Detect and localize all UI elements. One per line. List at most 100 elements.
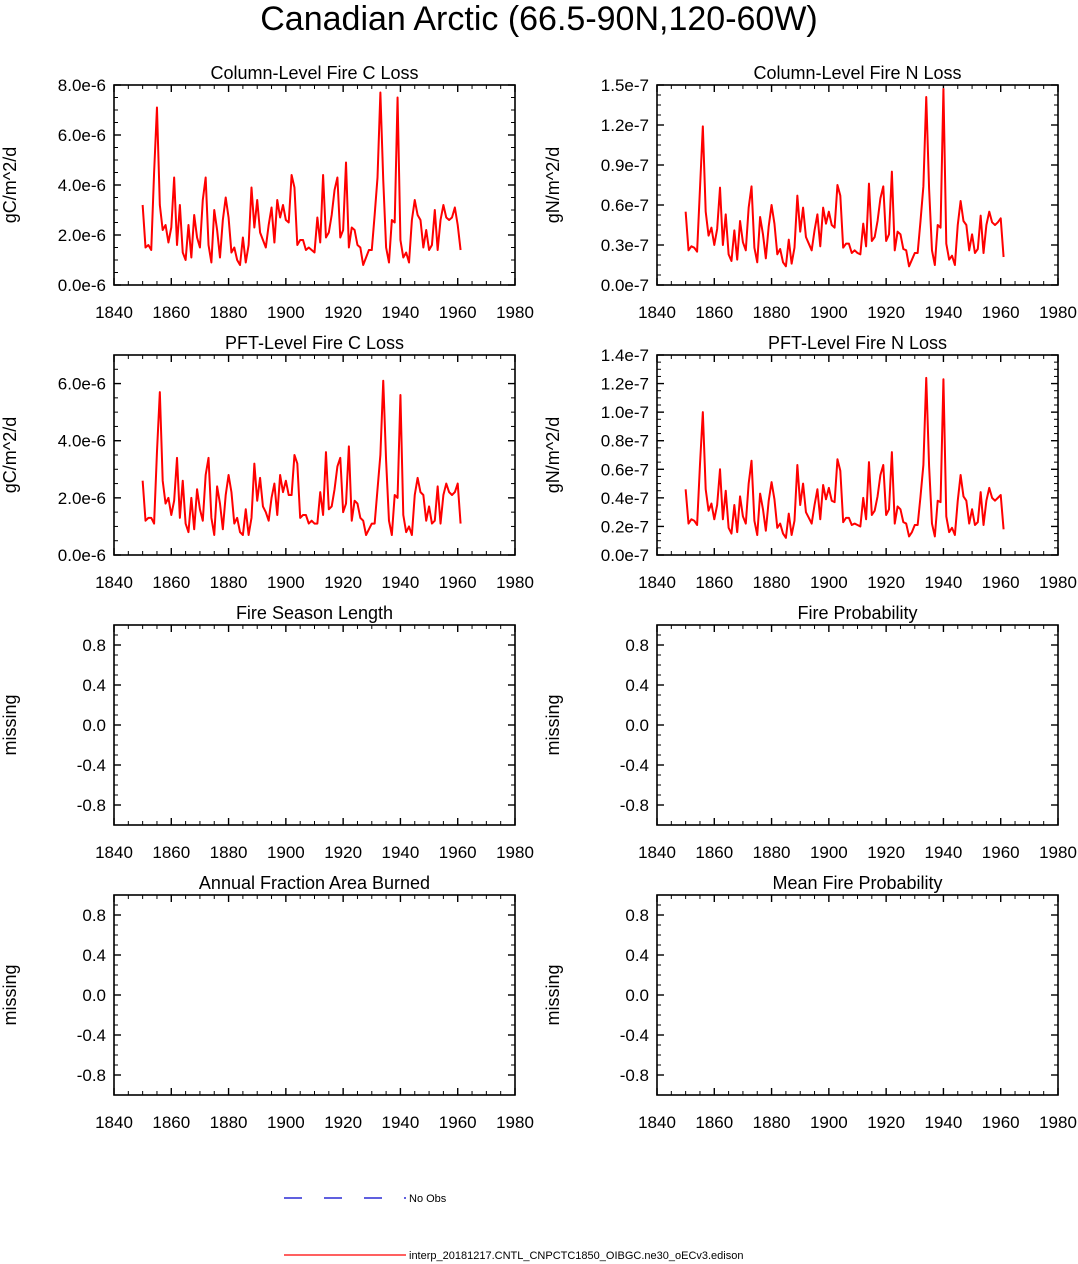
y-tick-label: 1.2e-7 [601,375,649,394]
x-tick-label: 1860 [152,573,190,592]
plot-frame [113,894,516,1096]
x-tick-label: 1960 [439,303,477,322]
x-tick-label: 1980 [496,303,534,322]
x-tick-label: 1920 [867,573,905,592]
y-tick-label: 0.0e-6 [58,276,106,295]
y-tick-label: 0.0e-7 [601,276,649,295]
x-tick-label: 1980 [1039,1113,1077,1132]
x-tick-label: 1860 [695,1113,733,1132]
y-tick-label: 0.0 [82,716,106,735]
x-tick-label: 1880 [753,1113,791,1132]
y-tick-label: -0.8 [77,796,106,815]
y-tick-label: 0.0 [82,986,106,1005]
y-tick-label: -0.4 [77,1026,106,1045]
plot-frame [656,84,1059,286]
x-tick-label: 1920 [324,573,362,592]
y-axis-label: gN/m^2/d [543,417,563,493]
x-tick-label: 1960 [439,573,477,592]
x-tick-label: 1860 [695,843,733,862]
x-tick-label: 1920 [867,1113,905,1132]
x-tick-label: 1900 [810,1113,848,1132]
y-tick-label: 4.0e-6 [58,176,106,195]
x-tick-label: 1980 [496,843,534,862]
y-tick-label: -0.4 [620,1026,649,1045]
x-tick-label: 1920 [867,303,905,322]
y-tick-label: 2.0e-6 [58,489,106,508]
x-tick-label: 1860 [152,1113,190,1132]
x-tick-label: 1940 [382,303,420,322]
plot-frame [113,624,516,826]
x-tick-label: 1840 [638,573,676,592]
panel-title: Column-Level Fire N Loss [753,63,961,83]
plot-frame [656,354,1059,556]
y-tick-label: -0.4 [77,756,106,775]
y-tick-label: 6.0e-6 [58,375,106,394]
x-tick-label: 1900 [810,573,848,592]
x-tick-label: 1980 [496,1113,534,1132]
x-tick-label: 1880 [210,303,248,322]
x-tick-label: 1960 [439,843,477,862]
x-tick-label: 1960 [439,1113,477,1132]
x-tick-label: 1860 [152,303,190,322]
y-tick-label: 0.6e-7 [601,196,649,215]
chart-panel-pft-c-loss: PFT-Level Fire C Loss gC/m^2/d 1840 1860 188… [0,333,534,592]
legend-model-label: interp_20181217.CNTL_CNPCTC1850_OIBGC.ne… [409,1250,743,1262]
x-tick-label: 1980 [1039,573,1077,592]
y-axis-label: gC/m^2/d [0,417,20,493]
y-tick-label: 0.0e-7 [601,546,649,565]
x-tick-label: 1940 [925,573,963,592]
y-tick-label: 2.0e-6 [58,226,106,245]
x-tick-label: 1880 [210,573,248,592]
panel-title: Fire Probability [797,603,917,623]
x-tick-label: 1900 [267,303,305,322]
panel-title: PFT-Level Fire N Loss [768,333,947,353]
y-tick-label: 0.4 [625,946,649,965]
x-tick-label: 1880 [753,573,791,592]
x-tick-label: 1840 [638,843,676,862]
x-tick-label: 1980 [1039,303,1077,322]
x-tick-label: 1860 [695,303,733,322]
y-tick-label: 1.4e-7 [601,346,649,365]
y-tick-label: 0.8 [625,906,649,925]
x-tick-label: 1900 [267,843,305,862]
x-tick-label: 1980 [496,573,534,592]
y-tick-label: 0.0e-6 [58,546,106,565]
x-tick-label: 1840 [638,303,676,322]
y-tick-label: 8.0e-6 [58,76,106,95]
panel-title: PFT-Level Fire C Loss [225,333,404,353]
y-tick-label: 0.3e-7 [601,236,649,255]
plot-frame [656,894,1059,1096]
panel-title: Mean Fire Probability [772,873,942,893]
legend-obs-label: No Obs [409,1193,447,1205]
y-tick-label: 0.8e-7 [601,432,649,451]
x-tick-label: 1920 [324,303,362,322]
x-tick-label: 1900 [810,303,848,322]
x-tick-label: 1880 [753,303,791,322]
x-tick-label: 1960 [982,573,1020,592]
x-tick-label: 1920 [324,1113,362,1132]
x-tick-label: 1840 [95,843,133,862]
y-tick-label: 1.0e-7 [601,403,649,422]
x-tick-label: 1940 [925,843,963,862]
y-tick-label: 4.0e-6 [58,432,106,451]
x-tick-label: 1960 [982,303,1020,322]
chart-panel-annual-fraction-area-burned: Annual Fraction Area Burned missing 1840 18… [0,873,534,1132]
y-axis-label: missing [543,964,563,1025]
x-tick-label: 1960 [982,843,1020,862]
x-tick-label: 1940 [382,573,420,592]
chart-panel-pft-n-loss: PFT-Level Fire N Loss gN/m^2/d 1840 1860 188… [543,333,1077,592]
y-tick-label: 0.4e-7 [601,489,649,508]
x-tick-label: 1960 [982,1113,1020,1132]
y-tick-label: 0.4 [82,676,106,695]
y-tick-label: 1.2e-7 [601,116,649,135]
x-tick-label: 1880 [210,1113,248,1132]
plot-frame [113,84,516,286]
legend: No Obs interp_20181217.CNTL_CNPCTC1850_OI… [284,1193,743,1262]
y-tick-label: -0.8 [620,1066,649,1085]
y-axis-label: missing [543,694,563,755]
y-tick-label: 0.6e-7 [601,460,649,479]
x-tick-label: 1900 [267,573,305,592]
y-tick-label: 0.2e-7 [601,517,649,536]
y-tick-label: 0.9e-7 [601,156,649,175]
